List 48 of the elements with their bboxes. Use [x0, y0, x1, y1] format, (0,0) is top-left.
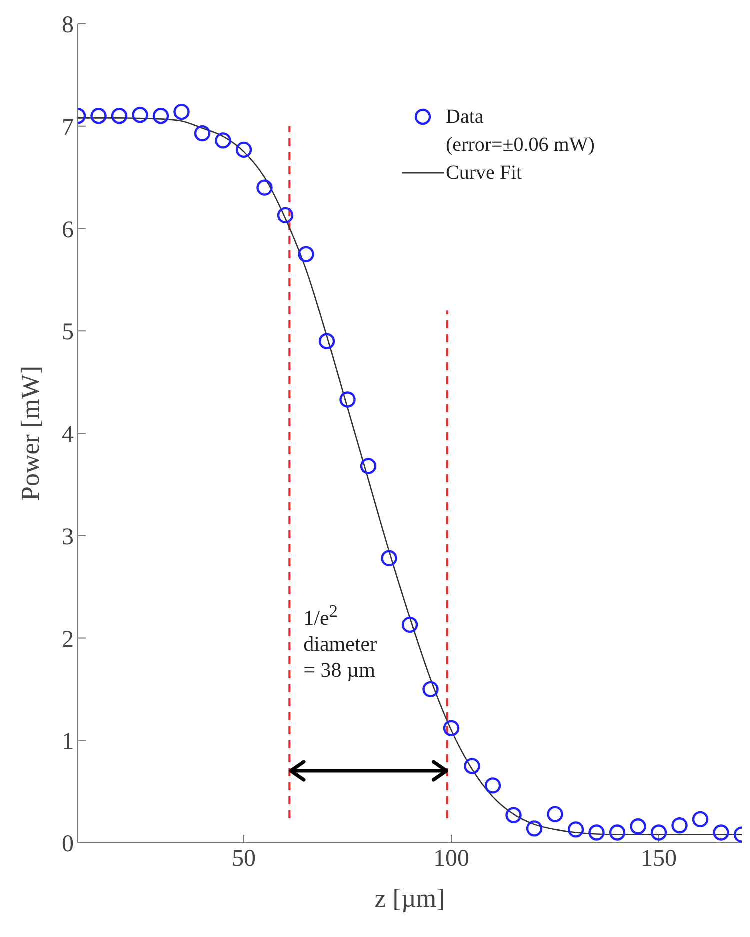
point [547, 806, 564, 822]
x-tick-label: 150 [641, 846, 677, 872]
point [609, 824, 626, 841]
point [256, 180, 273, 196]
annotation: 1/e$^{2}$ diameter = 38 µm [304, 601, 378, 682]
point [526, 820, 543, 837]
point [692, 811, 709, 828]
y-tick-label: 4 [62, 422, 74, 448]
y-tick-label: 0 [62, 832, 74, 858]
point [713, 824, 730, 841]
point [360, 458, 377, 474]
point [381, 550, 398, 566]
point [443, 720, 460, 736]
x-axis-title: z [µm] [374, 884, 446, 913]
y-tick-label: 8 [62, 12, 74, 39]
point [650, 824, 668, 841]
y-tick-label: 3 [62, 524, 74, 550]
point [236, 142, 252, 158]
point [402, 616, 418, 634]
point [422, 681, 439, 698]
point [506, 807, 522, 824]
point [588, 824, 605, 841]
point [152, 108, 170, 124]
legend-label: Curve Fit [446, 161, 522, 186]
point [277, 207, 294, 224]
point [194, 125, 211, 142]
point [464, 758, 480, 774]
y-tick-label: 5 [62, 320, 74, 346]
point [630, 818, 646, 835]
y-tick-label: 2 [62, 626, 74, 653]
point [174, 104, 190, 120]
legend-label: Data (error=±0.06 mW) [446, 105, 595, 158]
point [340, 392, 356, 408]
y-tick-label: 6 [62, 217, 74, 244]
x-tick-label: 100 [434, 846, 470, 872]
point [132, 107, 148, 124]
y-axis-title: Power [mW] [16, 366, 46, 502]
y-tick-label: 7 [62, 114, 74, 141]
point [672, 817, 688, 834]
point [90, 108, 107, 124]
point [111, 108, 128, 124]
point [298, 246, 314, 262]
point [568, 822, 584, 838]
point [215, 132, 232, 149]
point [484, 778, 502, 794]
point [318, 333, 336, 350]
x-tick-label: 50 [232, 846, 256, 872]
y-tick-label: 1 [62, 729, 74, 756]
